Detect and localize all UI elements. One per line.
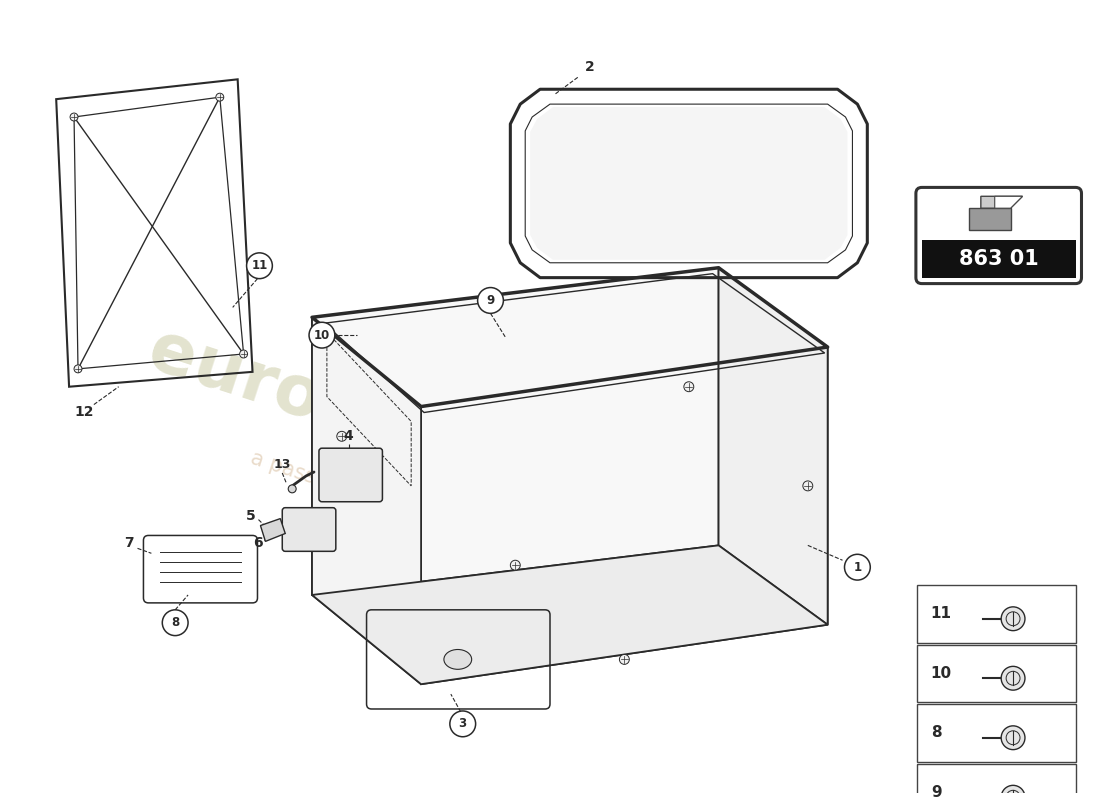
FancyBboxPatch shape: [283, 508, 336, 551]
FancyBboxPatch shape: [319, 448, 383, 502]
Circle shape: [216, 94, 223, 101]
Text: a passion for parts since 1985: a passion for parts since 1985: [249, 447, 554, 564]
Polygon shape: [421, 347, 827, 684]
Text: 8: 8: [172, 616, 179, 630]
Bar: [917, 704, 1076, 762]
Circle shape: [1001, 666, 1025, 690]
Circle shape: [510, 560, 520, 570]
Text: 1: 1: [854, 561, 861, 574]
Bar: [917, 585, 1076, 642]
Bar: [917, 763, 1076, 800]
Circle shape: [450, 711, 475, 737]
Polygon shape: [312, 546, 827, 684]
Circle shape: [477, 287, 504, 314]
Text: 7: 7: [124, 536, 133, 550]
Circle shape: [1001, 786, 1025, 800]
Text: 6: 6: [253, 536, 262, 550]
Text: 863 01: 863 01: [959, 249, 1038, 269]
Polygon shape: [718, 268, 827, 625]
Text: 3: 3: [459, 718, 466, 730]
Polygon shape: [312, 268, 718, 595]
Text: 4: 4: [344, 430, 353, 443]
Bar: [917, 645, 1076, 702]
Text: 5: 5: [245, 509, 255, 522]
Circle shape: [1001, 607, 1025, 630]
Text: 11: 11: [251, 259, 267, 272]
Circle shape: [1001, 726, 1025, 750]
Circle shape: [619, 654, 629, 664]
Text: 10: 10: [314, 329, 330, 342]
Bar: [922, 240, 1076, 278]
Circle shape: [845, 554, 870, 580]
Circle shape: [684, 382, 694, 392]
Polygon shape: [261, 518, 285, 542]
Polygon shape: [530, 107, 847, 260]
Circle shape: [309, 322, 334, 348]
Text: 13: 13: [274, 458, 292, 470]
Circle shape: [337, 431, 346, 442]
Polygon shape: [981, 196, 1023, 208]
Circle shape: [288, 485, 296, 493]
Circle shape: [163, 610, 188, 636]
Circle shape: [803, 481, 813, 491]
Text: 11: 11: [931, 606, 952, 622]
Text: eurocarparts: eurocarparts: [140, 316, 642, 537]
Polygon shape: [312, 318, 421, 684]
Text: 12: 12: [74, 405, 94, 418]
Text: 8: 8: [931, 726, 942, 740]
Text: 10: 10: [931, 666, 952, 681]
Circle shape: [246, 253, 273, 278]
Polygon shape: [994, 196, 1023, 208]
Bar: [922, 194, 1076, 240]
Circle shape: [74, 365, 82, 373]
Text: 9: 9: [931, 785, 942, 800]
Polygon shape: [969, 208, 1011, 230]
Circle shape: [240, 350, 248, 358]
Circle shape: [70, 113, 78, 121]
Ellipse shape: [444, 650, 472, 670]
Text: 9: 9: [486, 294, 495, 307]
Text: 2: 2: [585, 61, 594, 74]
